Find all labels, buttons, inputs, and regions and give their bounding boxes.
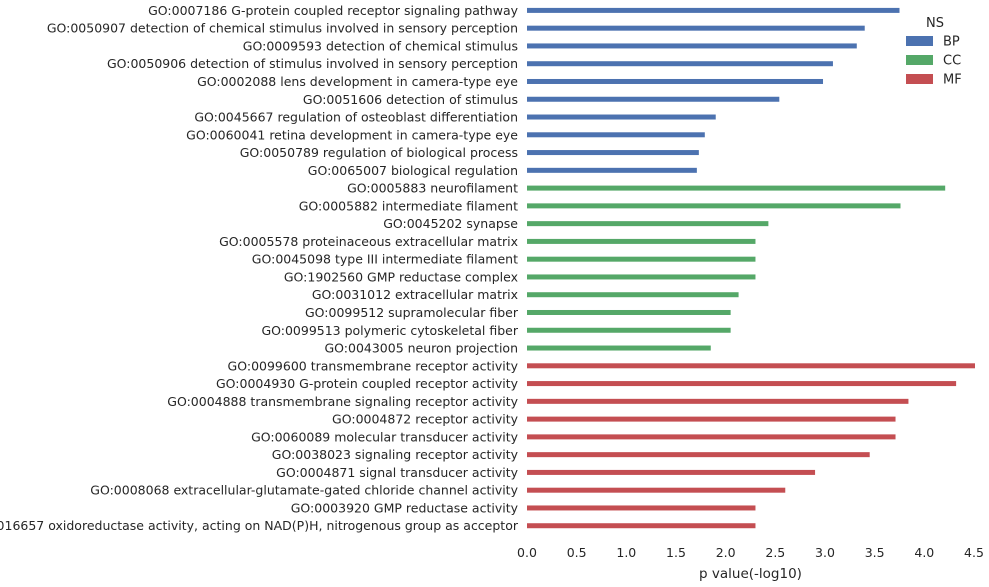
category-label: GO:0050907 detection of chemical stimulu… [47, 21, 518, 36]
category-label: GO:0005882 intermediate filament [299, 198, 518, 213]
bar-mf [527, 381, 957, 387]
x-tick-label: 0.5 [567, 545, 587, 560]
bar-cc [527, 327, 731, 333]
category-label: GO:0031012 extracellular matrix [312, 287, 518, 302]
x-tick-label: 3.5 [865, 545, 885, 560]
category-label: GO:0045202 synapse [383, 216, 518, 231]
category-label: GO:0060041 retina development in camera-… [186, 127, 518, 142]
category-label: GO:0099513 polymeric cytoskeletal fiber [261, 323, 518, 338]
bar-cc [527, 292, 739, 298]
legend: NS BP CC MF [906, 16, 962, 88]
bar-mf [527, 434, 896, 440]
bar-bp [527, 150, 699, 156]
category-labels: GO:0007186 G-protein coupled receptor si… [0, 3, 519, 533]
bar-cc [527, 185, 946, 191]
bar-cc [527, 274, 756, 280]
legend-title: NS [926, 16, 944, 31]
x-axis-label: p value(-log10) [699, 566, 802, 582]
bar-mf [527, 505, 756, 511]
category-label: GO:0005578 proteinaceous extracellular m… [219, 234, 518, 249]
category-label: GO:0016657 oxidoreductase activity, acti… [0, 518, 519, 533]
bar-mf [527, 398, 909, 404]
bar-cc [527, 203, 901, 209]
category-label: GO:0045667 regulation of osteoblast diff… [194, 110, 518, 125]
x-tick-label: 1.5 [666, 545, 686, 560]
bar-mf [527, 469, 816, 475]
bar-bp [527, 167, 697, 173]
x-tick-label: 0.0 [517, 545, 537, 560]
category-label: GO:0003920 GMP reductase activity [291, 500, 519, 515]
category-label: GO:0051606 detection of stimulus [303, 92, 518, 107]
legend-items: BP CC MF [906, 35, 962, 88]
bar-mf [527, 363, 975, 369]
category-label: GO:0043005 neuron projection [324, 341, 518, 356]
bar-bp [527, 61, 833, 67]
category-label: GO:0060089 molecular transducer activity [251, 429, 519, 444]
category-label: GO:0008068 extracellular-glutamate-gated… [90, 483, 518, 498]
bar-bp [527, 78, 824, 84]
category-label: GO:0099512 supramolecular fiber [305, 305, 519, 320]
category-label: GO:0004872 receptor activity [332, 412, 519, 427]
legend-swatch-mf [906, 74, 933, 84]
x-tick-label: 3.0 [815, 545, 835, 560]
category-label: GO:0005883 neurofilament [347, 181, 518, 196]
category-label: GO:0065007 biological regulation [308, 163, 518, 178]
x-tick-label: 4.0 [914, 545, 934, 560]
bar-cc [527, 238, 756, 244]
category-label: GO:1902560 GMP reductase complex [284, 269, 518, 284]
category-label: GO:0050906 detection of stimulus involve… [107, 56, 518, 71]
category-label: GO:0004888 transmembrane signaling recep… [167, 394, 518, 409]
bar-cc [527, 221, 769, 227]
legend-swatch-bp [906, 36, 933, 46]
bar-cc [527, 256, 756, 262]
bar-cc [527, 309, 731, 315]
bar-bp [527, 7, 900, 13]
bar-bp [527, 43, 857, 49]
legend-label-mf: MF [943, 73, 962, 88]
x-tick-label: 2.5 [765, 545, 785, 560]
bar-mf [527, 523, 756, 529]
legend-label-cc: CC [943, 54, 961, 69]
x-tick-label: 2.0 [716, 545, 736, 560]
bar-mf [527, 416, 896, 422]
bar-cc [527, 345, 711, 351]
bar-bp [527, 25, 865, 31]
category-label: GO:0004871 signal transducer activity [276, 465, 518, 480]
category-label: GO:0002088 lens development in camera-ty… [197, 74, 518, 89]
bar-mf [527, 487, 786, 493]
category-label: GO:0050789 regulation of biological proc… [240, 145, 518, 160]
legend-label-bp: BP [943, 35, 960, 50]
category-label: GO:0038023 signaling receptor activity [272, 447, 519, 462]
x-tick-label: 1.0 [616, 545, 636, 560]
x-axis-ticks: 0.0 0.5 1.0 1.5 2.0 2.5 3.0 3.5 4.0 4.5 [517, 545, 984, 560]
category-label: GO:0045098 type III intermediate filamen… [252, 252, 518, 267]
category-label: GO:0009593 detection of chemical stimulu… [243, 38, 518, 53]
legend-swatch-cc [906, 55, 933, 65]
bar-bp [527, 96, 780, 102]
bar-bp [527, 132, 705, 138]
bar-bp [527, 114, 716, 120]
category-label: GO:0004930 G-protein coupled receptor ac… [216, 376, 519, 391]
bars [527, 7, 975, 529]
bar-mf [527, 452, 870, 458]
x-tick-label: 4.5 [964, 545, 984, 560]
category-label: GO:0007186 G-protein coupled receptor si… [148, 3, 519, 18]
category-label: GO:0099600 transmembrane receptor activi… [228, 358, 519, 373]
